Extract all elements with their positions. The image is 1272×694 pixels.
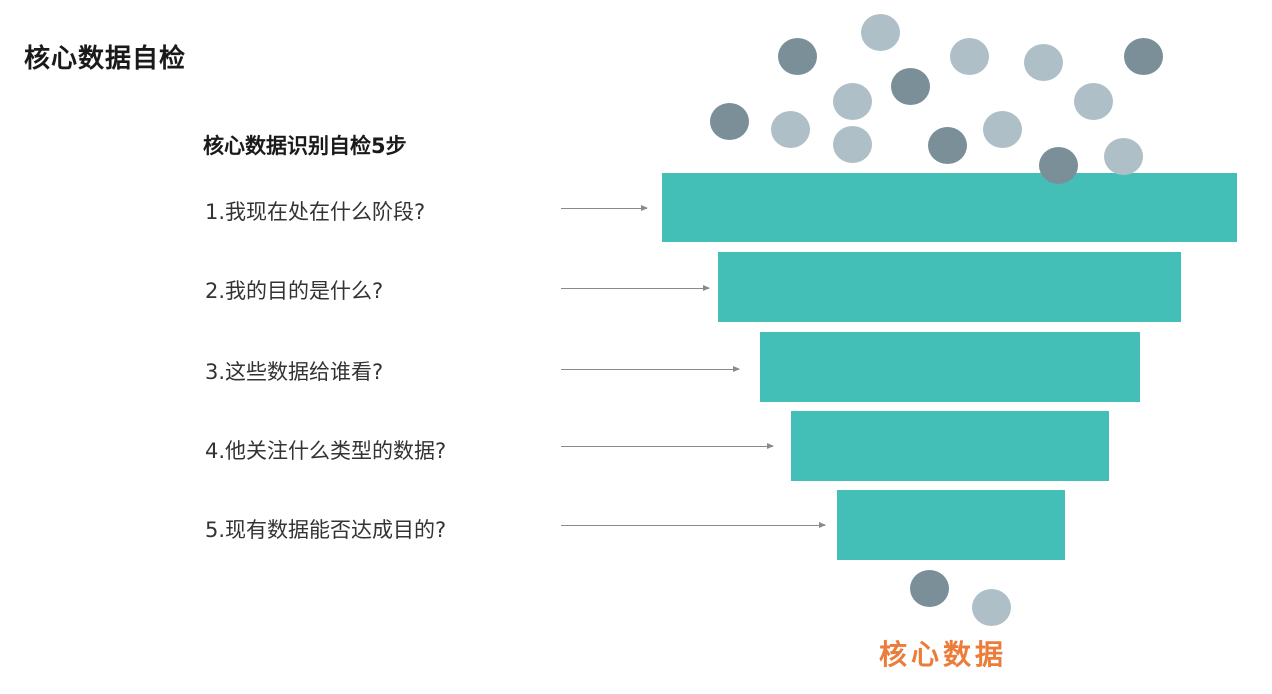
data-dot [983,111,1022,148]
step-1-text: 1.我现在处在什么阶段? [205,200,426,224]
funnel-bar-4 [791,411,1109,481]
core-data-label: 核心数据 [879,638,1008,671]
step-2-arrow [561,285,710,291]
steps-heading: 核心数据识别自检5步 [203,134,407,158]
step-1-arrow [561,205,648,211]
step-2-text: 2.我的目的是什么? [205,279,384,303]
data-dot [910,570,949,607]
data-dot [710,103,749,140]
data-dot [1074,83,1113,120]
data-dot [1039,147,1078,184]
funnel-bar-3 [760,332,1140,402]
data-dot [891,68,930,105]
page-title: 核心数据自检 [24,44,187,74]
step-4-arrow [561,443,774,449]
step-5-text: 5.现有数据能否达成目的? [205,518,447,542]
funnel-bar-5 [837,490,1065,560]
step-3-arrow [561,366,740,372]
data-dot [833,83,872,120]
step-4-text: 4.他关注什么类型的数据? [205,439,447,463]
data-dot [928,127,967,164]
data-dot [771,111,810,148]
data-dot [833,126,872,163]
data-dot [778,38,817,75]
step-3-text: 3.这些数据给谁看? [205,360,384,384]
step-5-arrow [561,522,826,528]
data-dot [972,589,1011,626]
data-dot [861,14,900,51]
data-dot [1124,38,1163,75]
data-dot [1024,44,1063,81]
data-dot [1104,138,1143,175]
funnel-bar-1 [662,173,1237,242]
data-dot [950,38,989,75]
funnel-bar-2 [718,252,1181,322]
